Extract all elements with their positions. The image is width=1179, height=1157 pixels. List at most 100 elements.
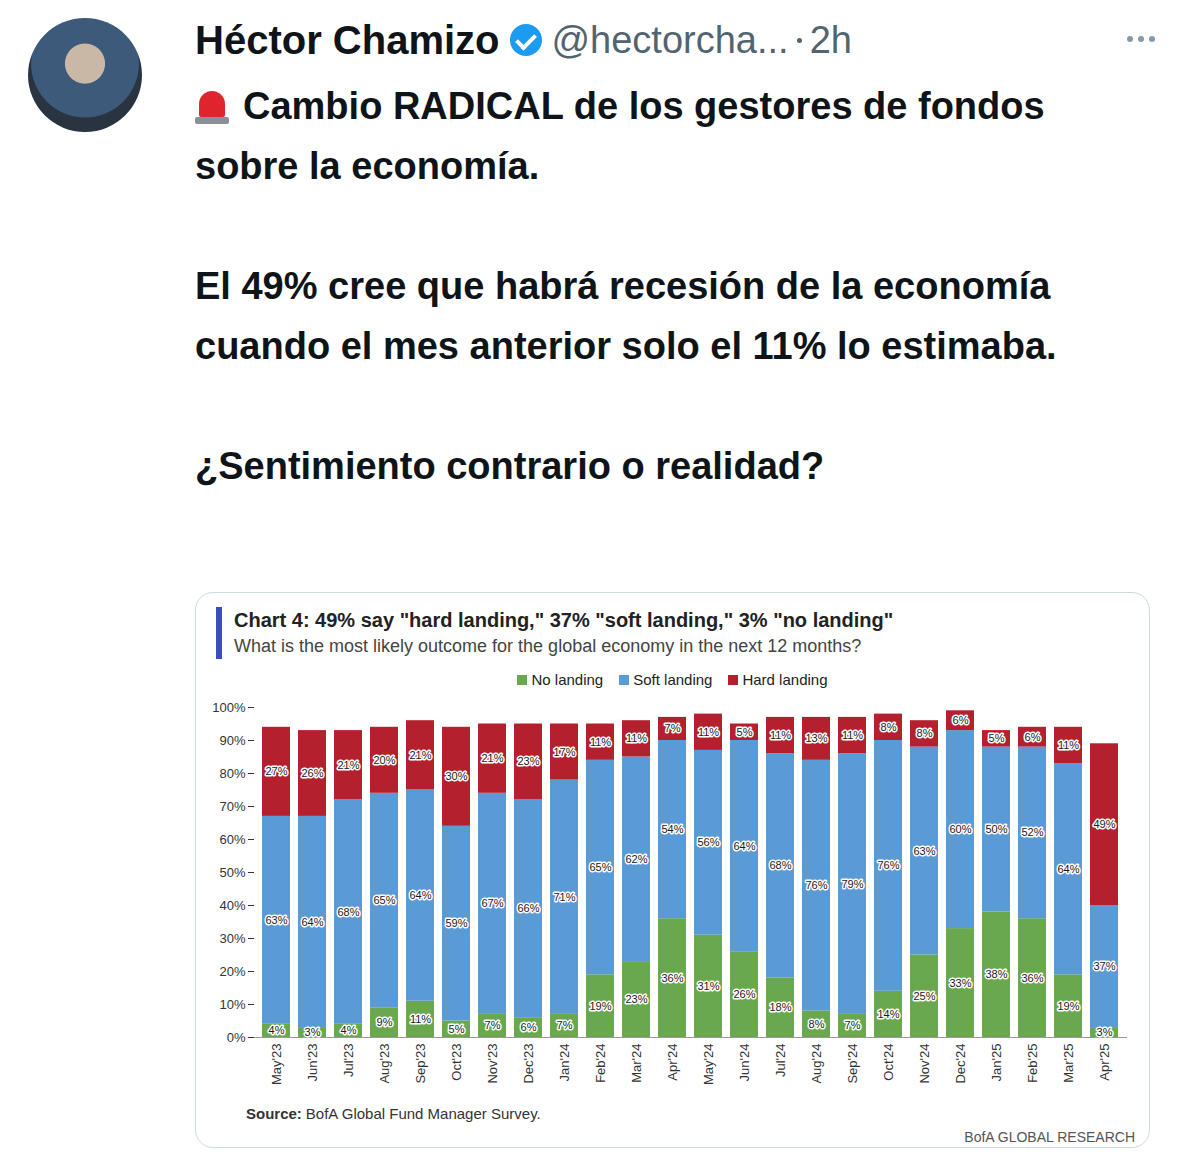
svg-text:65%: 65% [373,894,395,906]
svg-text:20%: 20% [373,754,395,766]
svg-text:36%: 36% [661,972,683,984]
svg-text:3%: 3% [1097,1026,1113,1038]
svg-text:49%: 49% [1093,818,1115,830]
svg-text:6%: 6% [953,714,969,726]
svg-text:Sep'23: Sep'23 [413,1044,428,1084]
svg-text:31%: 31% [697,980,719,992]
svg-text:6%: 6% [1025,731,1041,743]
svg-text:0%: 0% [227,1030,246,1045]
svg-text:Nov'23: Nov'23 [485,1044,500,1084]
svg-text:11%: 11% [770,729,791,741]
svg-text:100%: 100% [212,700,246,715]
svg-text:66%: 66% [517,902,539,914]
svg-text:14%: 14% [877,1008,899,1020]
svg-text:60%: 60% [219,832,245,847]
svg-text:11%: 11% [842,729,863,741]
svg-text:76%: 76% [877,859,899,871]
svg-text:10%: 10% [219,997,245,1012]
svg-text:23%: 23% [517,755,539,767]
svg-text:Dec'24: Dec'24 [953,1044,968,1084]
svg-text:62%: 62% [625,853,647,865]
svg-text:63%: 63% [913,845,935,857]
svg-text:Oct'23: Oct'23 [449,1044,464,1081]
svg-text:11%: 11% [626,732,647,744]
svg-text:Jan'25: Jan'25 [989,1044,1004,1082]
svg-text:65%: 65% [589,861,611,873]
svg-text:Feb'25: Feb'25 [1025,1044,1040,1083]
svg-text:7%: 7% [845,1019,861,1031]
svg-text:4%: 4% [269,1024,285,1036]
svg-text:Jan'24: Jan'24 [557,1044,572,1082]
svg-text:54%: 54% [661,823,683,835]
svg-text:70%: 70% [219,799,245,814]
svg-text:Jul'23: Jul'23 [341,1044,356,1078]
svg-text:11%: 11% [1058,739,1079,751]
svg-text:21%: 21% [481,752,503,764]
svg-text:3%: 3% [305,1026,321,1038]
svg-text:64%: 64% [733,840,755,852]
svg-text:40%: 40% [219,898,245,913]
svg-text:4%: 4% [341,1024,357,1036]
svg-text:7%: 7% [557,1019,573,1031]
svg-text:6%: 6% [521,1021,537,1033]
svg-text:36%: 36% [1021,972,1043,984]
svg-text:18%: 18% [769,1001,791,1013]
svg-text:7%: 7% [665,722,681,734]
svg-text:19%: 19% [1057,1000,1079,1012]
svg-text:33%: 33% [949,977,971,989]
svg-text:63%: 63% [265,914,287,926]
svg-text:80%: 80% [219,766,245,781]
svg-text:Sep'24: Sep'24 [845,1044,860,1084]
svg-text:68%: 68% [769,859,791,871]
svg-text:50%: 50% [219,865,245,880]
svg-text:50%: 50% [985,823,1007,835]
svg-text:71%: 71% [553,891,575,903]
svg-text:Aug'23: Aug'23 [377,1044,392,1084]
svg-text:Feb'24: Feb'24 [593,1044,608,1083]
svg-text:76%: 76% [805,879,827,891]
svg-text:64%: 64% [301,916,323,928]
svg-text:8%: 8% [809,1018,825,1030]
svg-text:13%: 13% [805,732,827,744]
svg-text:26%: 26% [301,767,323,779]
svg-text:Jul'24: Jul'24 [773,1044,788,1078]
svg-text:Apr'24: Apr'24 [665,1044,680,1081]
svg-text:56%: 56% [697,836,719,848]
svg-text:19%: 19% [589,1000,611,1012]
svg-text:5%: 5% [989,732,1005,744]
svg-text:20%: 20% [219,964,245,979]
svg-text:30%: 30% [445,770,467,782]
svg-text:67%: 67% [481,897,503,909]
svg-text:68%: 68% [337,906,359,918]
svg-text:Aug'24: Aug'24 [809,1044,824,1084]
svg-text:21%: 21% [337,759,359,771]
svg-text:Mar'25: Mar'25 [1061,1044,1076,1083]
svg-text:21%: 21% [409,749,431,761]
svg-text:Oct'24: Oct'24 [881,1044,896,1081]
svg-text:9%: 9% [377,1016,393,1028]
svg-text:11%: 11% [410,1013,431,1025]
svg-text:May'23: May'23 [269,1044,284,1086]
svg-text:Jun'24: Jun'24 [737,1044,752,1082]
svg-text:Dec'23: Dec'23 [521,1044,536,1084]
svg-text:May'24: May'24 [701,1044,716,1086]
svg-text:59%: 59% [445,917,467,929]
svg-text:25%: 25% [913,990,935,1002]
svg-text:64%: 64% [409,889,431,901]
svg-text:Nov'24: Nov'24 [917,1044,932,1084]
svg-text:60%: 60% [949,823,971,835]
svg-text:5%: 5% [449,1023,465,1035]
svg-text:26%: 26% [733,988,755,1000]
svg-text:8%: 8% [917,727,933,739]
svg-text:11%: 11% [590,736,611,748]
svg-text:11%: 11% [698,726,719,738]
svg-text:37%: 37% [1093,960,1115,972]
svg-text:64%: 64% [1057,863,1079,875]
svg-text:38%: 38% [985,968,1007,980]
svg-text:52%: 52% [1021,826,1043,838]
svg-text:79%: 79% [841,878,863,890]
svg-text:Apr'25: Apr'25 [1097,1044,1112,1081]
svg-text:8%: 8% [881,721,897,733]
svg-text:5%: 5% [737,726,753,738]
svg-text:7%: 7% [485,1019,501,1031]
